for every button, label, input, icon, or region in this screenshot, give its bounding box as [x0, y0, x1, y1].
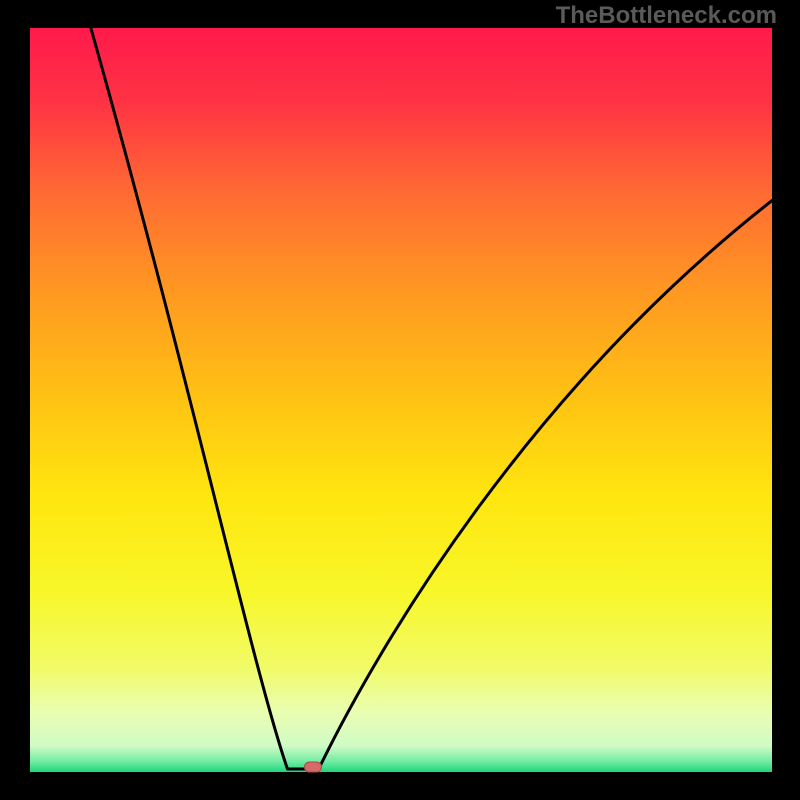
chart-root: TheBottleneck.com [0, 0, 800, 800]
optimum-marker [304, 761, 322, 772]
plot-area [30, 28, 772, 772]
watermark-text: TheBottleneck.com [556, 2, 777, 30]
bottleneck-curve [30, 28, 772, 772]
